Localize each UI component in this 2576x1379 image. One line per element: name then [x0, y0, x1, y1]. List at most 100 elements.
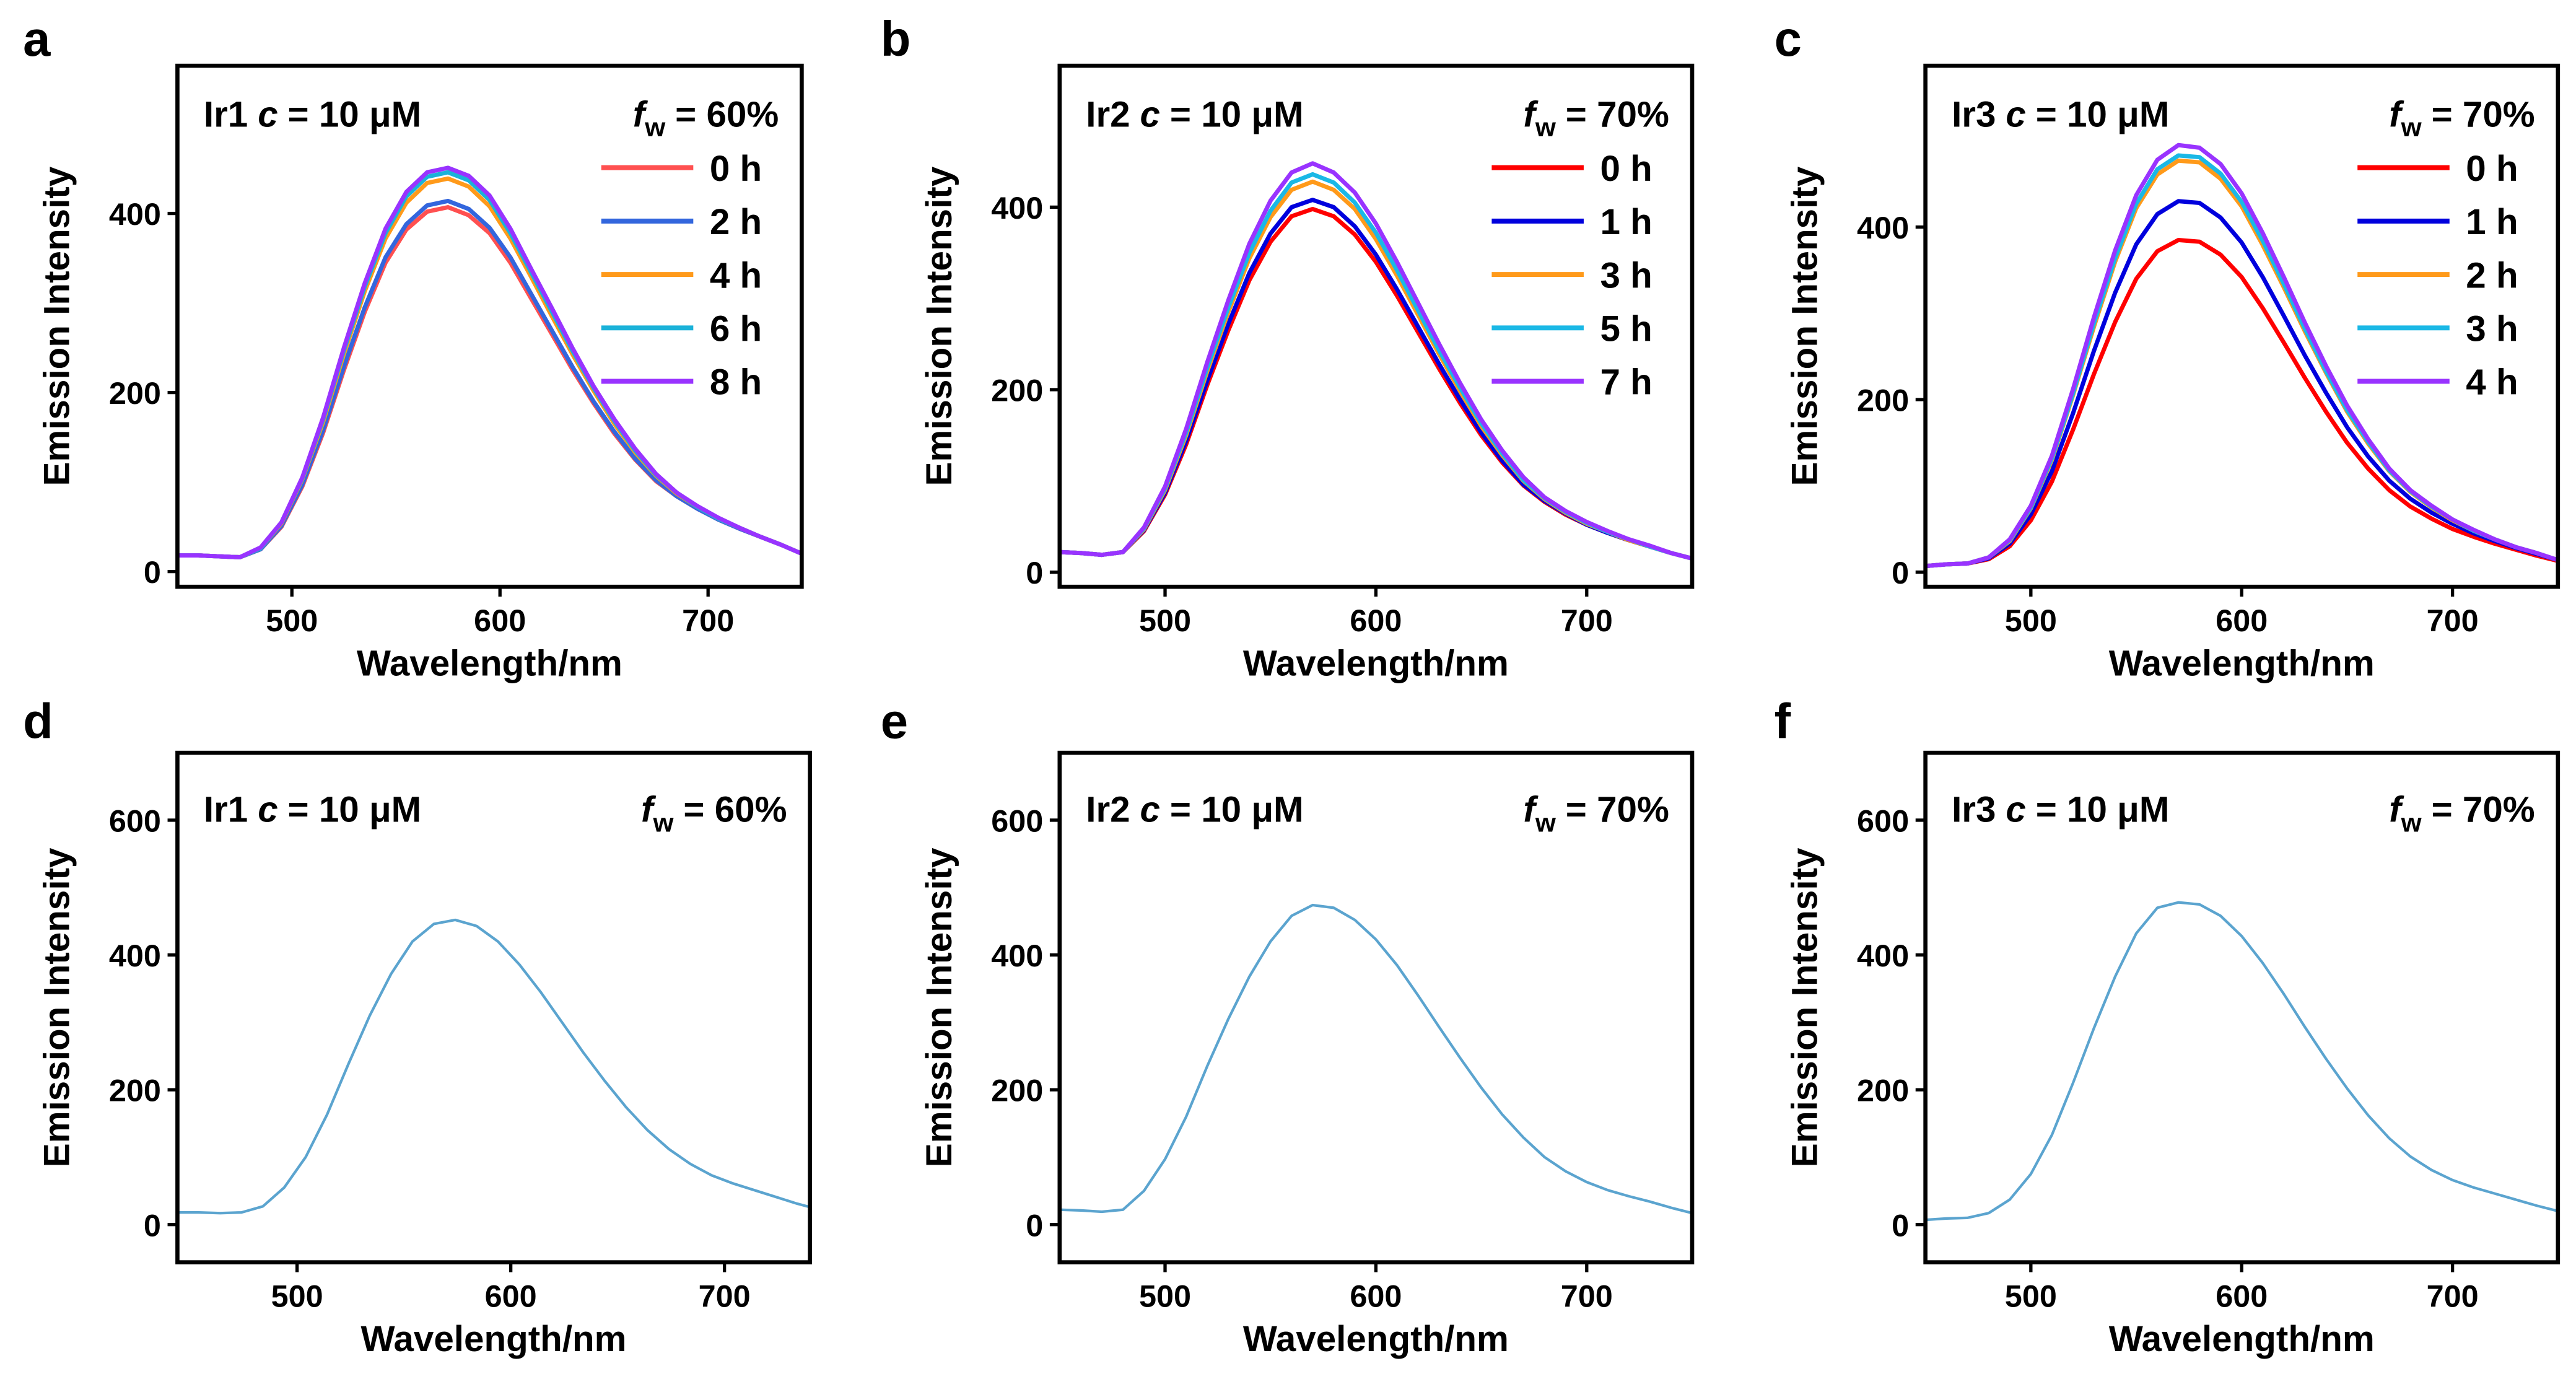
series-line: [1925, 199, 2558, 569]
x-tick-label: 700: [2427, 603, 2479, 638]
sample-annotation: Ir1 c = 10 μM: [204, 790, 421, 830]
series-line: [1925, 901, 2558, 1222]
fraction-subscript: w: [652, 808, 674, 837]
concentration-value: = 10 μM: [2036, 790, 2170, 830]
y-tick-label: 400: [1857, 938, 1909, 973]
sample-name: Ir1: [204, 790, 248, 830]
x-tick-label: 600: [485, 1278, 537, 1313]
y-axis-label: Emission Intensity: [919, 847, 959, 1167]
x-axis-label: Wavelength/nm: [2109, 643, 2375, 683]
legend-label: 0 h: [710, 149, 762, 189]
y-axis-label: Emission Intensity: [37, 847, 77, 1167]
fraction-annotation: fw = 60%: [641, 790, 787, 838]
plot-frame: [175, 63, 804, 589]
y-tick-label: 200: [1857, 1073, 1909, 1108]
plot-frame: [1923, 63, 2561, 589]
x-tick-label: 700: [1561, 1278, 1613, 1313]
legend-label: 5 h: [1600, 309, 1652, 349]
panel: e 500 600 700 0 200 400 600 Wavelength/nm Emissio…: [881, 693, 1695, 1359]
fraction-value: = 70%: [1566, 94, 1669, 134]
y-tick-label: 200: [991, 1073, 1043, 1108]
panel-letter: c: [1775, 11, 1802, 66]
panel: a 500 600 700 0 200 400 Wavelength/nm Emission I…: [23, 11, 804, 683]
x-axis-label: Wavelength/nm: [1243, 643, 1509, 683]
concentration-symbol: c: [258, 94, 277, 134]
plot-frame: [1057, 750, 1695, 1264]
legend-label: 8 h: [710, 362, 762, 403]
plot-frame: [175, 750, 812, 1264]
x-tick-label: 500: [2005, 603, 2057, 638]
series-line: [177, 165, 802, 559]
fraction-value: = 60%: [675, 94, 779, 134]
y-tick-label: 200: [1857, 383, 1909, 418]
fraction-value: = 70%: [2432, 790, 2535, 830]
series-line: [177, 205, 802, 559]
concentration-value: = 10 μM: [288, 790, 422, 830]
sample-name: Ir3: [1952, 790, 1996, 830]
y-tick-label: 0: [1026, 555, 1043, 590]
y-tick-label: 0: [1892, 1207, 1909, 1243]
y-tick-label: 0: [144, 1207, 161, 1243]
y-axis-label: Emission Intensity: [1785, 166, 1825, 486]
legend-label: 3 h: [2466, 309, 2518, 349]
panel: f 500 600 700 0 200 400 600 Wavelength/nm Emissio…: [1775, 693, 2561, 1359]
x-tick-label: 500: [266, 603, 318, 638]
y-tick-label: 400: [991, 190, 1043, 225]
legend-label: 7 h: [1600, 362, 1652, 403]
fraction-value: = 60%: [683, 790, 787, 830]
concentration-value: = 10 μM: [288, 94, 422, 134]
panel-letter: e: [881, 693, 908, 748]
legend-label: 1 h: [2466, 202, 2518, 242]
sample-annotation: Ir3 c = 10 μM: [1952, 94, 2169, 134]
concentration-symbol: c: [258, 790, 277, 830]
x-tick-label: 500: [2005, 1278, 2057, 1313]
panel-letter: d: [23, 693, 53, 748]
y-axis-label: Emission Intensity: [37, 166, 77, 486]
y-axis-label: Emission Intensity: [919, 166, 959, 486]
sample-annotation: Ir2 c = 10 μM: [1086, 790, 1303, 830]
plot-frame: [1923, 750, 2561, 1264]
y-tick-label: 600: [109, 803, 161, 839]
x-axis-label: Wavelength/nm: [361, 1319, 627, 1359]
series-line: [1925, 237, 2558, 569]
series-line: [1925, 153, 2558, 569]
x-tick-label: 600: [1350, 603, 1402, 638]
fraction-value: = 70%: [2432, 94, 2535, 134]
sample-name: Ir3: [1952, 94, 1996, 134]
sample-annotation: Ir2 c = 10 μM: [1086, 94, 1303, 134]
panel: c 500 600 700 0 200 400 Wavelength/nm Emission I…: [1775, 11, 2561, 683]
x-tick-label: 700: [682, 603, 734, 638]
legend-label: 0 h: [2466, 149, 2518, 189]
x-tick-label: 500: [271, 1278, 323, 1313]
legend-label: 6 h: [710, 309, 762, 349]
fraction-subscript: w: [1535, 808, 1557, 837]
y-tick-label: 400: [1857, 210, 1909, 245]
series-line: [1059, 903, 1692, 1215]
panel-letter: f: [1775, 693, 1791, 748]
x-axis-label: Wavelength/nm: [357, 643, 622, 683]
fraction-annotation: fw = 60%: [633, 94, 779, 142]
series-line: [1925, 158, 2558, 569]
legend-label: 0 h: [1600, 149, 1652, 189]
series-line: [177, 918, 810, 1215]
y-tick-label: 0: [1026, 1207, 1043, 1243]
legend-label: 4 h: [2466, 362, 2518, 403]
concentration-value: = 10 μM: [2036, 94, 2170, 134]
x-tick-label: 500: [1139, 1278, 1191, 1313]
sample-annotation: Ir1 c = 10 μM: [204, 94, 421, 134]
legend-label: 2 h: [2466, 255, 2518, 296]
x-tick-label: 600: [2216, 603, 2268, 638]
y-tick-label: 600: [991, 803, 1043, 839]
legend-label: 1 h: [1600, 202, 1652, 242]
y-tick-label: 400: [109, 938, 161, 973]
fraction-subscript: w: [1535, 113, 1557, 142]
y-tick-label: 200: [109, 1073, 161, 1108]
panel-letter: b: [881, 11, 911, 66]
panel: b 500 600 700 0 200 400 Wavelength/nm Emission I…: [881, 11, 1695, 683]
fraction-value: = 70%: [1566, 790, 1669, 830]
panel: d 500 600 700 0 200 400 600 Wavelength/nm Emissio…: [23, 693, 812, 1359]
series-line: [177, 198, 802, 559]
y-tick-label: 0: [1892, 555, 1909, 590]
